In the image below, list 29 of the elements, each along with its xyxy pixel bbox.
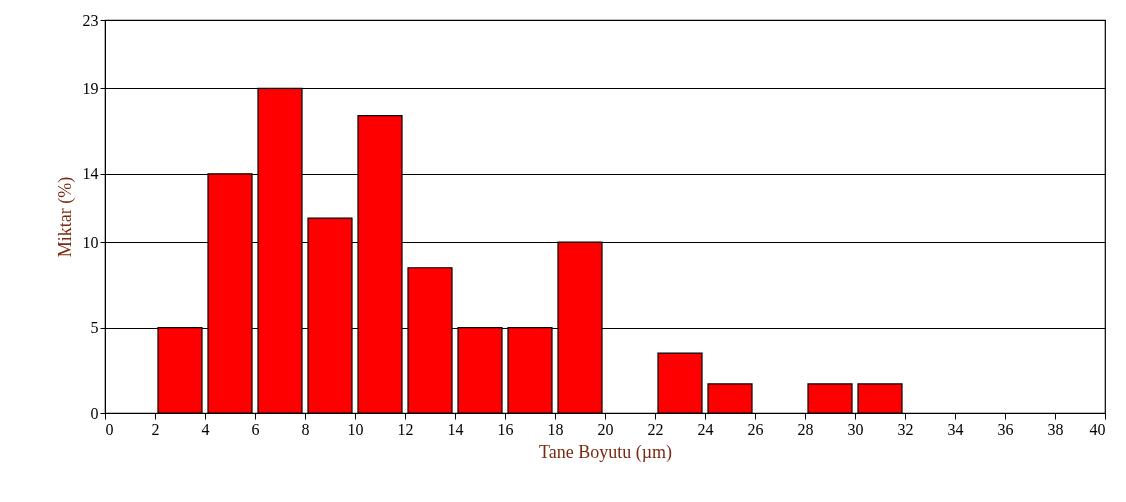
x-tick-label: 2: [151, 420, 160, 438]
x-tick-label: 36: [997, 420, 1014, 438]
y-tick-label: 23: [82, 11, 99, 29]
x-tick-label: 26: [747, 420, 764, 438]
x-tick-label: 0: [105, 420, 114, 438]
x-tick-label: 10: [347, 420, 364, 438]
x-tick-label: 4: [201, 420, 210, 438]
y-tick-label: 5: [90, 319, 99, 337]
y-tick-label: 10: [82, 233, 99, 251]
x-tick-label: 34: [947, 420, 964, 438]
x-tick-label: 18: [547, 420, 564, 438]
x-tick-label: 16: [497, 420, 514, 438]
x-tick-label: 28: [797, 420, 814, 438]
y-tick-label: 0: [90, 404, 99, 422]
x-tick-label: 6: [251, 420, 260, 438]
y-tick-label: 14: [82, 165, 99, 183]
x-axis-title: Tane Boyutu (µm): [538, 441, 673, 463]
x-tick-label: 40: [1089, 420, 1106, 438]
x-tick-label: 22: [647, 420, 664, 438]
x-tick-label: 12: [397, 420, 414, 438]
x-tick-label: 38: [1047, 420, 1064, 438]
y-tick-label: 19: [82, 79, 99, 97]
x-tick-label: 32: [897, 420, 914, 438]
x-tick-label: 30: [847, 420, 864, 438]
x-tick-label: 8: [301, 420, 310, 438]
y-axis-title: Miktar (%): [54, 176, 76, 258]
x-tick-label: 14: [447, 420, 464, 438]
x-tick-label: 20: [597, 420, 614, 438]
x-tick-label: 24: [697, 420, 714, 438]
